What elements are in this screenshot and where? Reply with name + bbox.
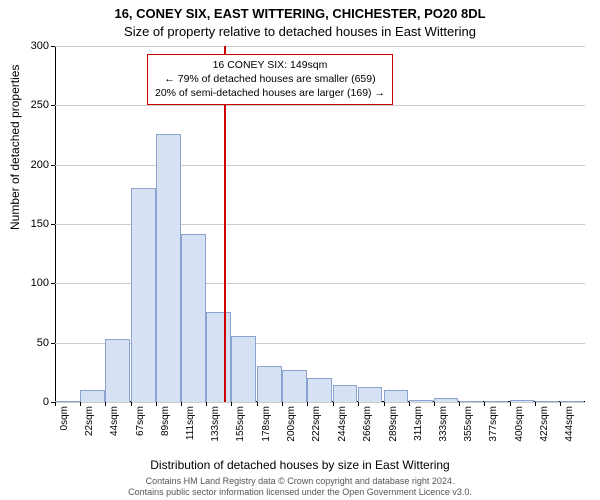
x-tick-mark (257, 402, 258, 406)
y-tick-mark (51, 343, 55, 344)
x-tick-mark (434, 402, 435, 406)
x-tick-label: 333sqm (438, 406, 449, 442)
y-tick-mark (51, 105, 55, 106)
x-tick-label: 22sqm (84, 406, 95, 436)
chart-container: 16, CONEY SIX, EAST WITTERING, CHICHESTE… (0, 0, 600, 500)
histogram-bar (282, 370, 307, 402)
y-tick-label: 250 (31, 99, 49, 111)
x-tick-label: 244sqm (337, 406, 348, 442)
histogram-bar (409, 400, 434, 402)
x-tick-label: 200sqm (286, 406, 297, 442)
histogram-bar (484, 401, 509, 402)
x-tick-mark (181, 402, 182, 406)
gridline (55, 165, 585, 166)
x-tick-mark (282, 402, 283, 406)
y-tick-label: 50 (37, 337, 49, 349)
histogram-bar (181, 234, 206, 403)
y-tick-mark (51, 224, 55, 225)
annotation-line1: 16 CONEY SIX: 149sqm (155, 58, 385, 72)
x-tick-mark (358, 402, 359, 406)
histogram-bar (560, 401, 585, 402)
histogram-bar (80, 390, 105, 402)
y-axis-label: Number of detached properties (8, 65, 22, 230)
x-tick-label: 44sqm (109, 406, 120, 436)
x-tick-label: 111sqm (185, 406, 196, 440)
annotation-box: 16 CONEY SIX: 149sqm← 79% of detached ho… (147, 54, 393, 105)
x-tick-label: 133sqm (210, 406, 221, 442)
x-tick-label: 222sqm (311, 406, 322, 442)
x-tick-label: 444sqm (564, 406, 575, 442)
x-tick-label: 400sqm (514, 406, 525, 442)
y-tick-label: 200 (31, 159, 49, 171)
histogram-bar (231, 336, 256, 402)
histogram-bar (510, 400, 535, 402)
y-tick-mark (51, 283, 55, 284)
histogram-bar (206, 312, 231, 402)
histogram-bar (131, 188, 156, 402)
annotation-line3: 20% of semi-detached houses are larger (… (155, 86, 385, 100)
x-tick-mark (510, 402, 511, 406)
histogram-bar (257, 366, 282, 402)
footer-line2: Contains public sector information licen… (0, 487, 600, 498)
histogram-bar (384, 390, 409, 402)
x-tick-label: 422sqm (539, 406, 550, 442)
x-tick-mark (384, 402, 385, 406)
chart-subtitle: Size of property relative to detached ho… (0, 24, 600, 39)
gridline (55, 105, 585, 106)
x-tick-label: 289sqm (388, 406, 399, 442)
x-tick-label: 311sqm (413, 406, 424, 441)
y-tick-label: 300 (31, 40, 49, 52)
x-tick-mark (156, 402, 157, 406)
x-tick-label: 178sqm (261, 406, 272, 442)
x-tick-label: 67sqm (135, 406, 146, 436)
histogram-bar (358, 387, 383, 402)
x-tick-mark (307, 402, 308, 406)
x-tick-mark (55, 402, 56, 406)
x-tick-label: 355sqm (463, 406, 474, 442)
histogram-bar (307, 378, 332, 402)
y-tick-mark (51, 46, 55, 47)
x-tick-mark (105, 402, 106, 406)
y-tick-mark (51, 165, 55, 166)
x-tick-mark (535, 402, 536, 406)
histogram-bar (55, 401, 80, 402)
x-tick-mark (80, 402, 81, 406)
plot-area: 0501001502002503000sqm22sqm44sqm67sqm89s… (55, 46, 585, 402)
x-tick-label: 155sqm (235, 406, 246, 442)
gridline (55, 402, 585, 403)
histogram-bar (459, 401, 484, 402)
x-tick-mark (231, 402, 232, 406)
histogram-bar (105, 339, 130, 402)
x-tick-label: 377sqm (488, 406, 499, 442)
x-tick-mark (333, 402, 334, 406)
histogram-bar (333, 385, 358, 402)
x-tick-mark (206, 402, 207, 406)
x-tick-mark (560, 402, 561, 406)
footer-attribution: Contains HM Land Registry data © Crown c… (0, 476, 600, 498)
y-tick-label: 150 (31, 218, 49, 230)
x-tick-label: 0sqm (59, 406, 70, 430)
x-tick-mark (484, 402, 485, 406)
annotation-line2: ← 79% of detached houses are smaller (65… (155, 72, 385, 86)
chart-title-address: 16, CONEY SIX, EAST WITTERING, CHICHESTE… (0, 6, 600, 21)
histogram-bar (535, 401, 560, 402)
x-tick-label: 266sqm (362, 406, 373, 442)
histogram-bar (434, 398, 459, 402)
histogram-bar (156, 134, 181, 402)
y-tick-label: 0 (43, 396, 49, 408)
x-tick-mark (131, 402, 132, 406)
x-tick-mark (409, 402, 410, 406)
x-axis-label: Distribution of detached houses by size … (0, 458, 600, 472)
footer-line1: Contains HM Land Registry data © Crown c… (0, 476, 600, 487)
y-tick-label: 100 (31, 277, 49, 289)
x-tick-label: 89sqm (160, 406, 171, 436)
x-tick-mark (459, 402, 460, 406)
gridline (55, 46, 585, 47)
